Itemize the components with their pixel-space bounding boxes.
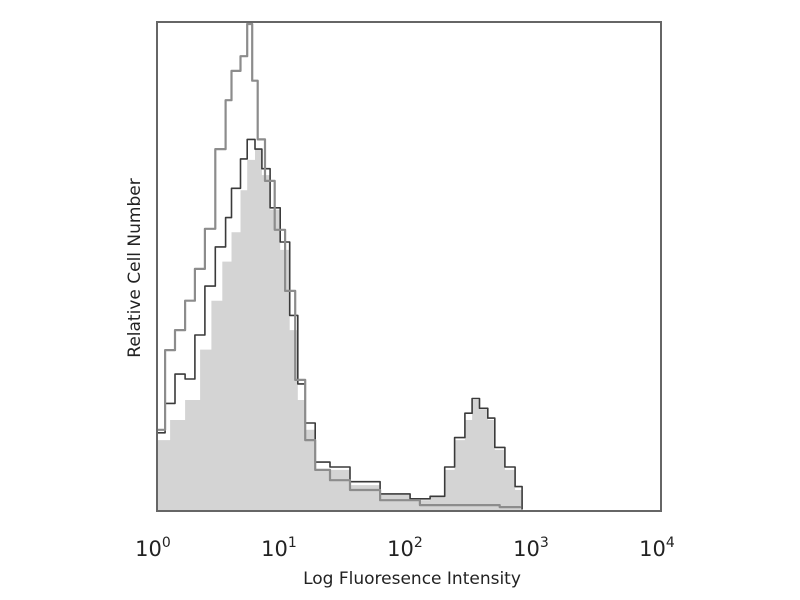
x-tick-label: 100 [135, 535, 171, 561]
y-axis-label: Relative Cell Number [125, 178, 145, 357]
x-tick-labels: 100 101 102 103 104 [135, 535, 675, 561]
x-tick-label: 102 [387, 535, 423, 561]
series-filled [157, 149, 523, 511]
plot-frame [156, 21, 662, 512]
x-tick-label: 101 [261, 535, 297, 561]
x-tick-label: 104 [639, 535, 675, 561]
series-layer [157, 22, 523, 511]
series-light-outline [157, 22, 522, 509]
x-tick-label: 103 [513, 535, 549, 561]
x-axis-label: Log Fluoresence Intensity [303, 569, 521, 589]
